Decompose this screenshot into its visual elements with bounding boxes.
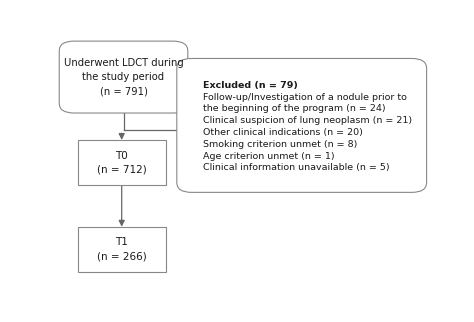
FancyBboxPatch shape	[78, 227, 166, 272]
FancyBboxPatch shape	[59, 41, 188, 113]
Text: Other clinical indications (n = 20): Other clinical indications (n = 20)	[202, 128, 363, 137]
Text: Underwent LDCT during
the study period
(n = 791): Underwent LDCT during the study period (…	[64, 58, 183, 96]
Text: Clinical information unavailable (n = 5): Clinical information unavailable (n = 5)	[202, 164, 389, 172]
Text: T1
(n = 266): T1 (n = 266)	[97, 237, 146, 261]
FancyBboxPatch shape	[78, 140, 166, 185]
Text: Excluded (n = 79): Excluded (n = 79)	[202, 81, 297, 90]
Text: T0
(n = 712): T0 (n = 712)	[97, 151, 146, 175]
Text: Smoking criterion unmet (n = 8): Smoking criterion unmet (n = 8)	[202, 140, 357, 149]
Text: Follow-up/Investigation of a nodule prior to: Follow-up/Investigation of a nodule prio…	[202, 93, 406, 102]
Text: Age criterion unmet (n = 1): Age criterion unmet (n = 1)	[202, 152, 334, 161]
FancyBboxPatch shape	[177, 59, 427, 192]
Text: Clinical suspicion of lung neoplasm (n = 21): Clinical suspicion of lung neoplasm (n =…	[202, 116, 411, 125]
Text: the beginning of the program (n = 24): the beginning of the program (n = 24)	[202, 104, 385, 113]
